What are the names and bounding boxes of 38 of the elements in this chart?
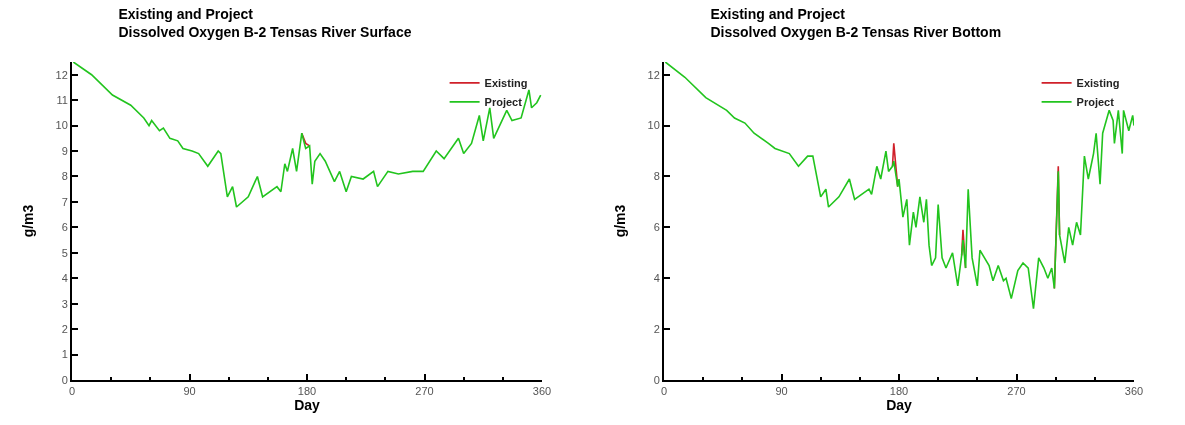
x-tick-label: 180	[297, 385, 317, 398]
y-tick-label: 8	[653, 170, 660, 183]
x-tick-label: 360	[1124, 385, 1144, 398]
x-tick-label: 90	[775, 385, 788, 398]
y-tick-label: 5	[61, 246, 68, 259]
y-tick-label: 0	[61, 373, 68, 386]
y-tick-label: 0	[653, 373, 660, 386]
y-tick-label: 4	[653, 272, 660, 285]
chart-title: Existing and Project Dissolved Oxygen B-2 Tensas River Bottom	[710, 6, 1002, 41]
x-tick-label: 360	[532, 385, 552, 398]
y-tick-label: 3	[61, 297, 68, 310]
chart-title: Existing and Project Dissolved Oxygen B-2 Tensas River Surface	[118, 6, 412, 41]
x-tick-label: 270	[415, 385, 434, 398]
y-tick-label: 9	[61, 144, 68, 157]
legend-label: Existing	[484, 77, 528, 90]
y-tick-label: 12	[647, 68, 660, 81]
legend-label: Project	[1076, 96, 1115, 109]
legend-label: Existing	[1076, 77, 1120, 90]
legend-label: Project	[484, 96, 523, 109]
y-tick-label: 4	[61, 272, 68, 285]
x-tick-label: 180	[889, 385, 909, 398]
x-axis-title: Day	[886, 397, 913, 414]
y-tick-label: 11	[56, 94, 68, 107]
y-tick-label: 1	[61, 348, 68, 361]
y-tick-label: 10	[647, 119, 660, 132]
y-axis-title: g/m3	[612, 204, 628, 238]
y-tick-label: 6	[61, 221, 68, 234]
y-tick-label: 2	[61, 322, 68, 335]
y-tick-label: 7	[61, 195, 68, 208]
x-tick-label: 270	[1007, 385, 1026, 398]
y-tick-label: 6	[653, 221, 660, 234]
x-tick-label: 90	[183, 385, 196, 398]
y-tick-label: 12	[55, 68, 68, 81]
y-tick-label: 2	[653, 322, 660, 335]
y-tick-label: 10	[55, 119, 68, 132]
y-axis-title: g/m3	[20, 204, 36, 238]
y-tick-label: 8	[61, 170, 68, 183]
x-axis-title: Day	[294, 397, 321, 414]
